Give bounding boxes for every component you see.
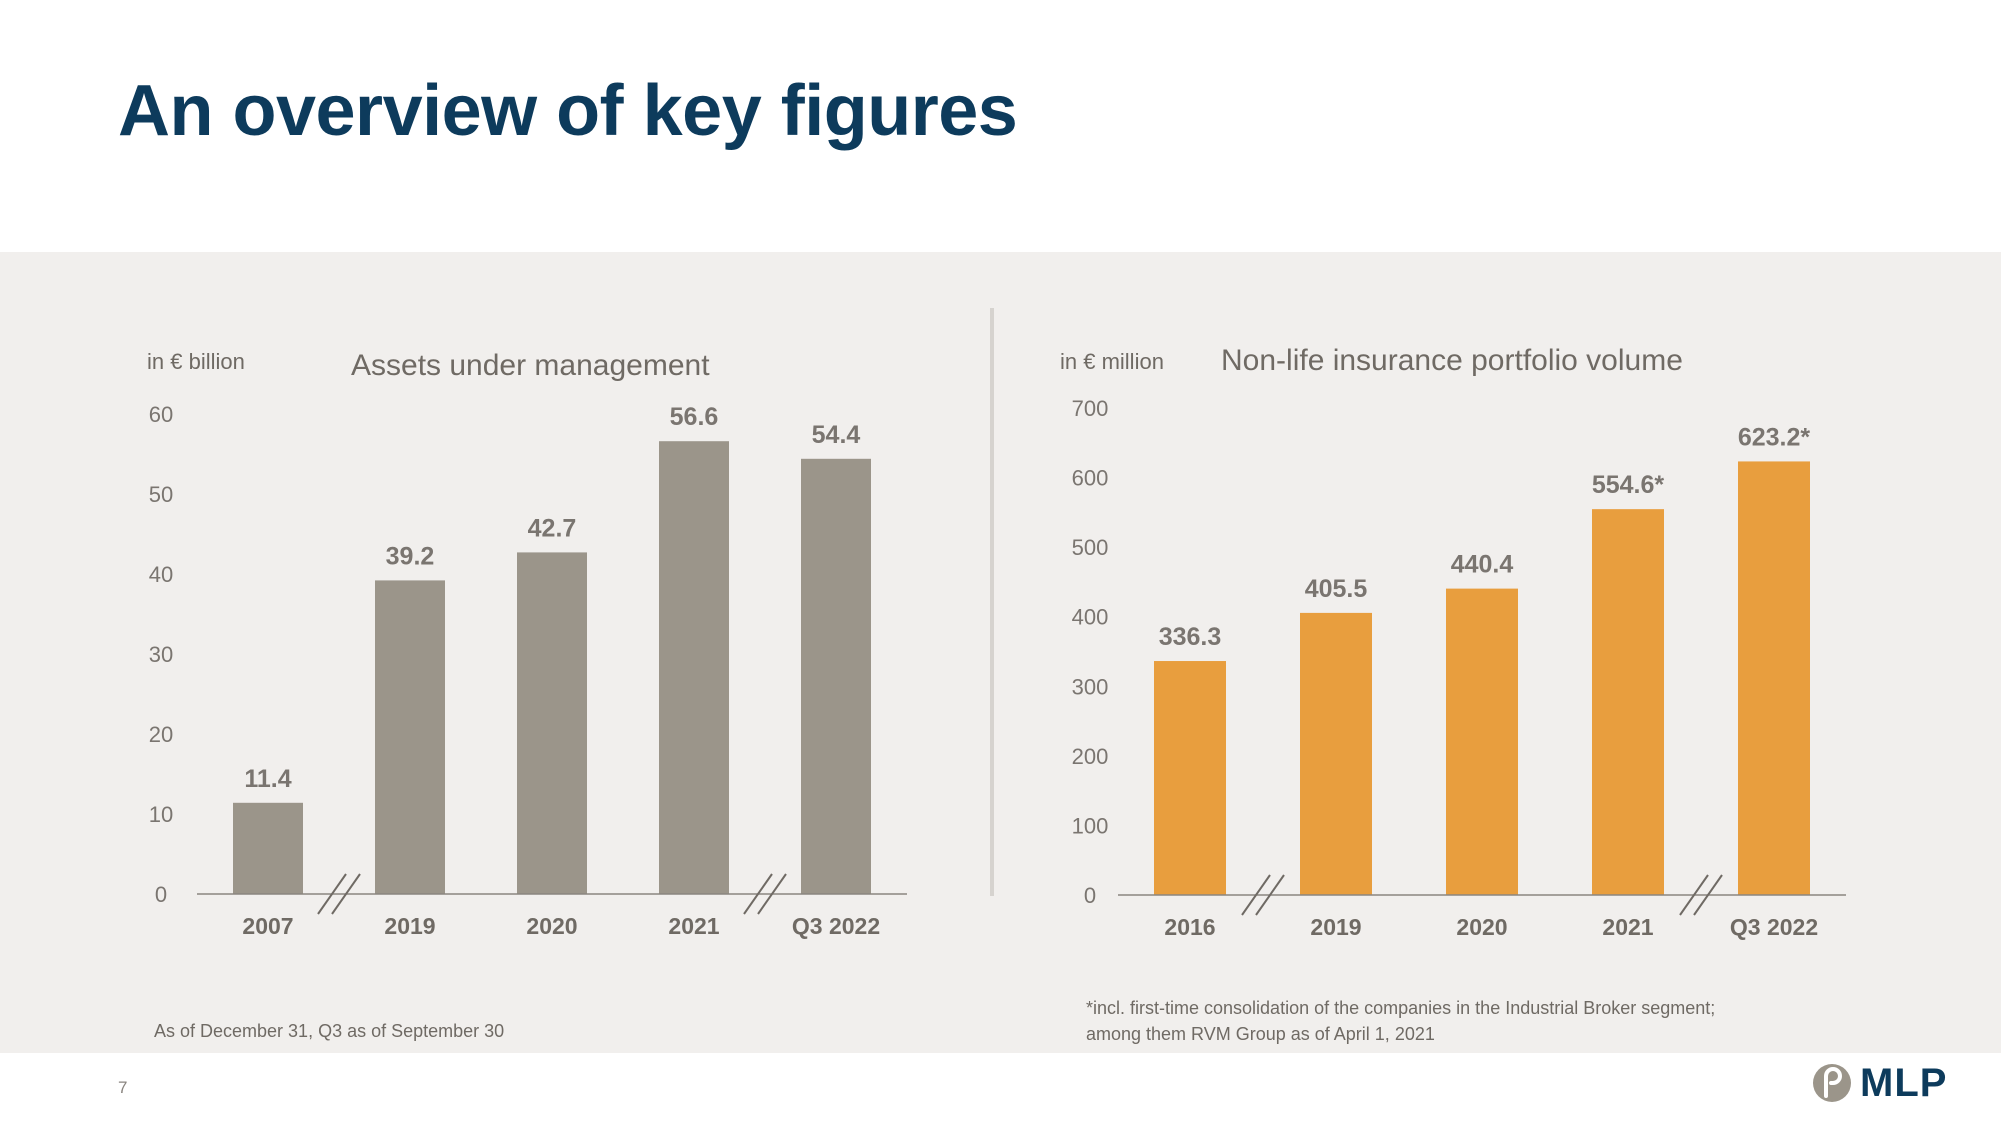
mlp-logo-text: MLP (1860, 1060, 1948, 1105)
nonlife-y-tick: 0 (1084, 883, 1096, 908)
aum-unit-label: in € billion (147, 349, 245, 374)
aum-data-label: 39.2 (386, 542, 435, 570)
mlp-logo-mark-icon (1813, 1064, 1851, 1102)
aum-y-tick: 60 (149, 402, 173, 427)
nonlife-y-tick: 200 (1072, 744, 1109, 769)
aum-chart: in € billion Assets under management 0 10… (147, 349, 907, 939)
nonlife-y-tick: 700 (1072, 396, 1109, 421)
aum-y-tick: 50 (149, 482, 173, 507)
aum-x-tick: 2007 (242, 913, 293, 939)
nonlife-data-label: 405.5 (1305, 575, 1368, 603)
page-number: 7 (118, 1078, 128, 1097)
nonlife-data-label: 440.4 (1451, 551, 1514, 579)
aum-data-label: 42.7 (528, 514, 577, 542)
aum-y-tick: 0 (155, 882, 167, 907)
aum-axis-break-mark (331, 873, 361, 915)
nonlife-footnote: *incl. first-time consolidation of the c… (1086, 995, 1715, 1047)
nonlife-bar (1446, 588, 1518, 895)
aum-bar (659, 441, 729, 894)
aum-y-tick: 10 (149, 802, 173, 827)
nonlife-bars (1154, 461, 1810, 895)
nonlife-x-tick: 2019 (1310, 914, 1361, 940)
mlp-logo: MLP (1812, 1060, 1962, 1106)
panel-divider (990, 308, 994, 896)
nonlife-bar (1738, 461, 1810, 895)
aum-bar (233, 802, 303, 894)
aum-data-label: 11.4 (244, 765, 291, 793)
nonlife-axis-break-mark (1241, 874, 1271, 916)
nonlife-axis-breaks (1241, 874, 1723, 916)
nonlife-y-tick: 100 (1072, 813, 1109, 838)
aum-bars (233, 441, 871, 894)
aum-axis-break-mark (743, 873, 773, 915)
nonlife-chart-title: Non-life insurance portfolio volume (1221, 344, 1683, 377)
nonlife-data-label: 623.2* (1738, 423, 1811, 451)
nonlife-bar (1300, 612, 1372, 895)
nonlife-bar (1154, 661, 1226, 895)
aum-axis-break-mark (757, 873, 787, 915)
aum-x-axis: 2007 2019 2020 2021 Q3 2022 (242, 913, 880, 939)
page-title: An overview of key figures (118, 71, 1018, 151)
aum-x-tick: 2020 (526, 913, 577, 939)
nonlife-x-axis: 2016 2019 2020 2021 Q3 2022 (1164, 914, 1818, 940)
nonlife-x-tick: 2020 (1456, 914, 1507, 940)
nonlife-x-tick: 2021 (1602, 914, 1653, 940)
aum-y-tick: 30 (149, 642, 173, 667)
nonlife-footnote-line-2: among them RVM Group as of April 1, 2021 (1086, 1024, 1435, 1044)
nonlife-y-tick: 300 (1072, 674, 1109, 699)
nonlife-x-tick: 2016 (1164, 914, 1215, 940)
aum-x-tick: 2021 (668, 913, 719, 939)
aum-data-labels: 11.4 39.2 42.7 56.6 54.4 (244, 403, 860, 793)
nonlife-bar (1592, 509, 1664, 895)
aum-y-tick: 40 (149, 562, 173, 587)
nonlife-footnote-line-1: *incl. first-time consolidation of the c… (1086, 998, 1716, 1018)
nonlife-data-label: 554.6* (1592, 471, 1665, 499)
aum-data-label: 54.4 (812, 421, 861, 449)
aum-x-tick: 2019 (384, 913, 435, 939)
aum-x-tick: Q3 2022 (792, 913, 880, 939)
nonlife-axis-break-mark (1679, 874, 1709, 916)
nonlife-y-tick: 400 (1072, 605, 1109, 630)
nonlife-y-axis: 0 100 200 300 400 500 600 700 (1072, 396, 1109, 908)
aum-y-axis: 0 10 20 30 40 50 60 (149, 402, 173, 907)
aum-footnote: As of December 31, Q3 as of September 30 (154, 1021, 505, 1041)
nonlife-chart: in € million Non-life insurance portfoli… (1060, 344, 1846, 940)
nonlife-x-tick: Q3 2022 (1730, 914, 1818, 940)
aum-data-label: 56.6 (670, 403, 719, 431)
aum-bar (375, 580, 445, 894)
nonlife-axis-break-mark (1693, 874, 1723, 916)
aum-axis-breaks (317, 873, 787, 915)
nonlife-data-labels: 336.3 405.5 440.4 554.6* 623.2* (1159, 423, 1811, 651)
nonlife-unit-label: in € million (1060, 349, 1164, 374)
nonlife-y-tick: 600 (1072, 466, 1109, 491)
charts-panel (0, 252, 2001, 1053)
aum-bar (801, 458, 871, 894)
aum-y-tick: 20 (149, 722, 173, 747)
nonlife-y-tick: 500 (1072, 535, 1109, 560)
nonlife-data-label: 336.3 (1159, 623, 1222, 651)
aum-chart-title: Assets under management (351, 349, 710, 382)
nonlife-axis-break-mark (1255, 874, 1285, 916)
aum-bar (517, 552, 587, 894)
aum-axis-break-mark (317, 873, 347, 915)
